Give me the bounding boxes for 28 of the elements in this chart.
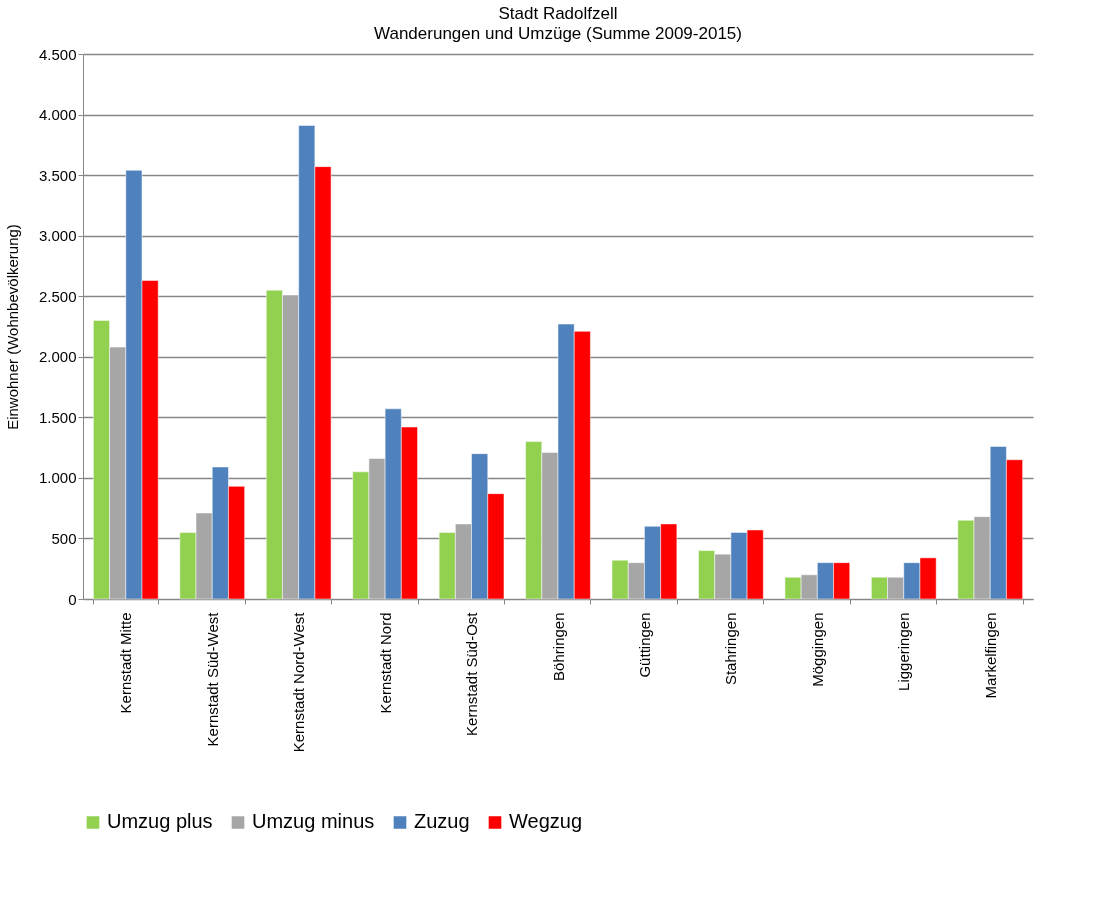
x-tick-label: Möggingen <box>808 612 826 687</box>
chart-subtitle: Wanderungen und Umzüge (Summe 2009-2015) <box>374 24 742 43</box>
legend-label: Umzug plus <box>107 810 213 833</box>
y-axis-title: Einwohner (Wohnbevölkerung) <box>3 224 21 430</box>
x-tick-label: Liggeringen <box>895 612 913 691</box>
x-tick-label: Güttingen <box>635 612 653 678</box>
x-tick-label: Kernstadt Mitte <box>117 612 135 714</box>
y-tick-label: 0 <box>68 590 77 608</box>
y-tick-label: 2.500 <box>38 287 77 305</box>
x-tick-label: Kernstadt Süd-Ost <box>463 611 481 736</box>
y-tick-label: 1.500 <box>38 408 77 426</box>
x-tick-label: Böhringen <box>549 612 567 681</box>
x-tick-label: Kernstadt Süd-West <box>203 611 221 747</box>
y-tick-label: 4.500 <box>38 45 77 63</box>
x-tick-label: Stahringen <box>722 612 740 686</box>
x-tick-label: Kernstadt Nord-West <box>290 611 308 753</box>
legend-label: Zuzug <box>414 810 470 833</box>
y-tick-label: 2.000 <box>38 348 77 366</box>
chart-title: Stadt Radolfzell <box>498 4 618 23</box>
y-tick-label: 3.000 <box>38 227 77 245</box>
x-tick-label: Kernstadt Nord <box>376 612 394 714</box>
y-tick-label: 500 <box>51 529 77 547</box>
y-tick-label: 3.500 <box>38 166 77 184</box>
y-tick-label: 4.000 <box>38 106 77 124</box>
x-tick-label: Markelfingen <box>981 612 999 699</box>
legend-label: Wegzug <box>509 810 583 833</box>
legend-label: Umzug minus <box>252 810 375 833</box>
y-tick-label: 1.000 <box>38 469 77 487</box>
